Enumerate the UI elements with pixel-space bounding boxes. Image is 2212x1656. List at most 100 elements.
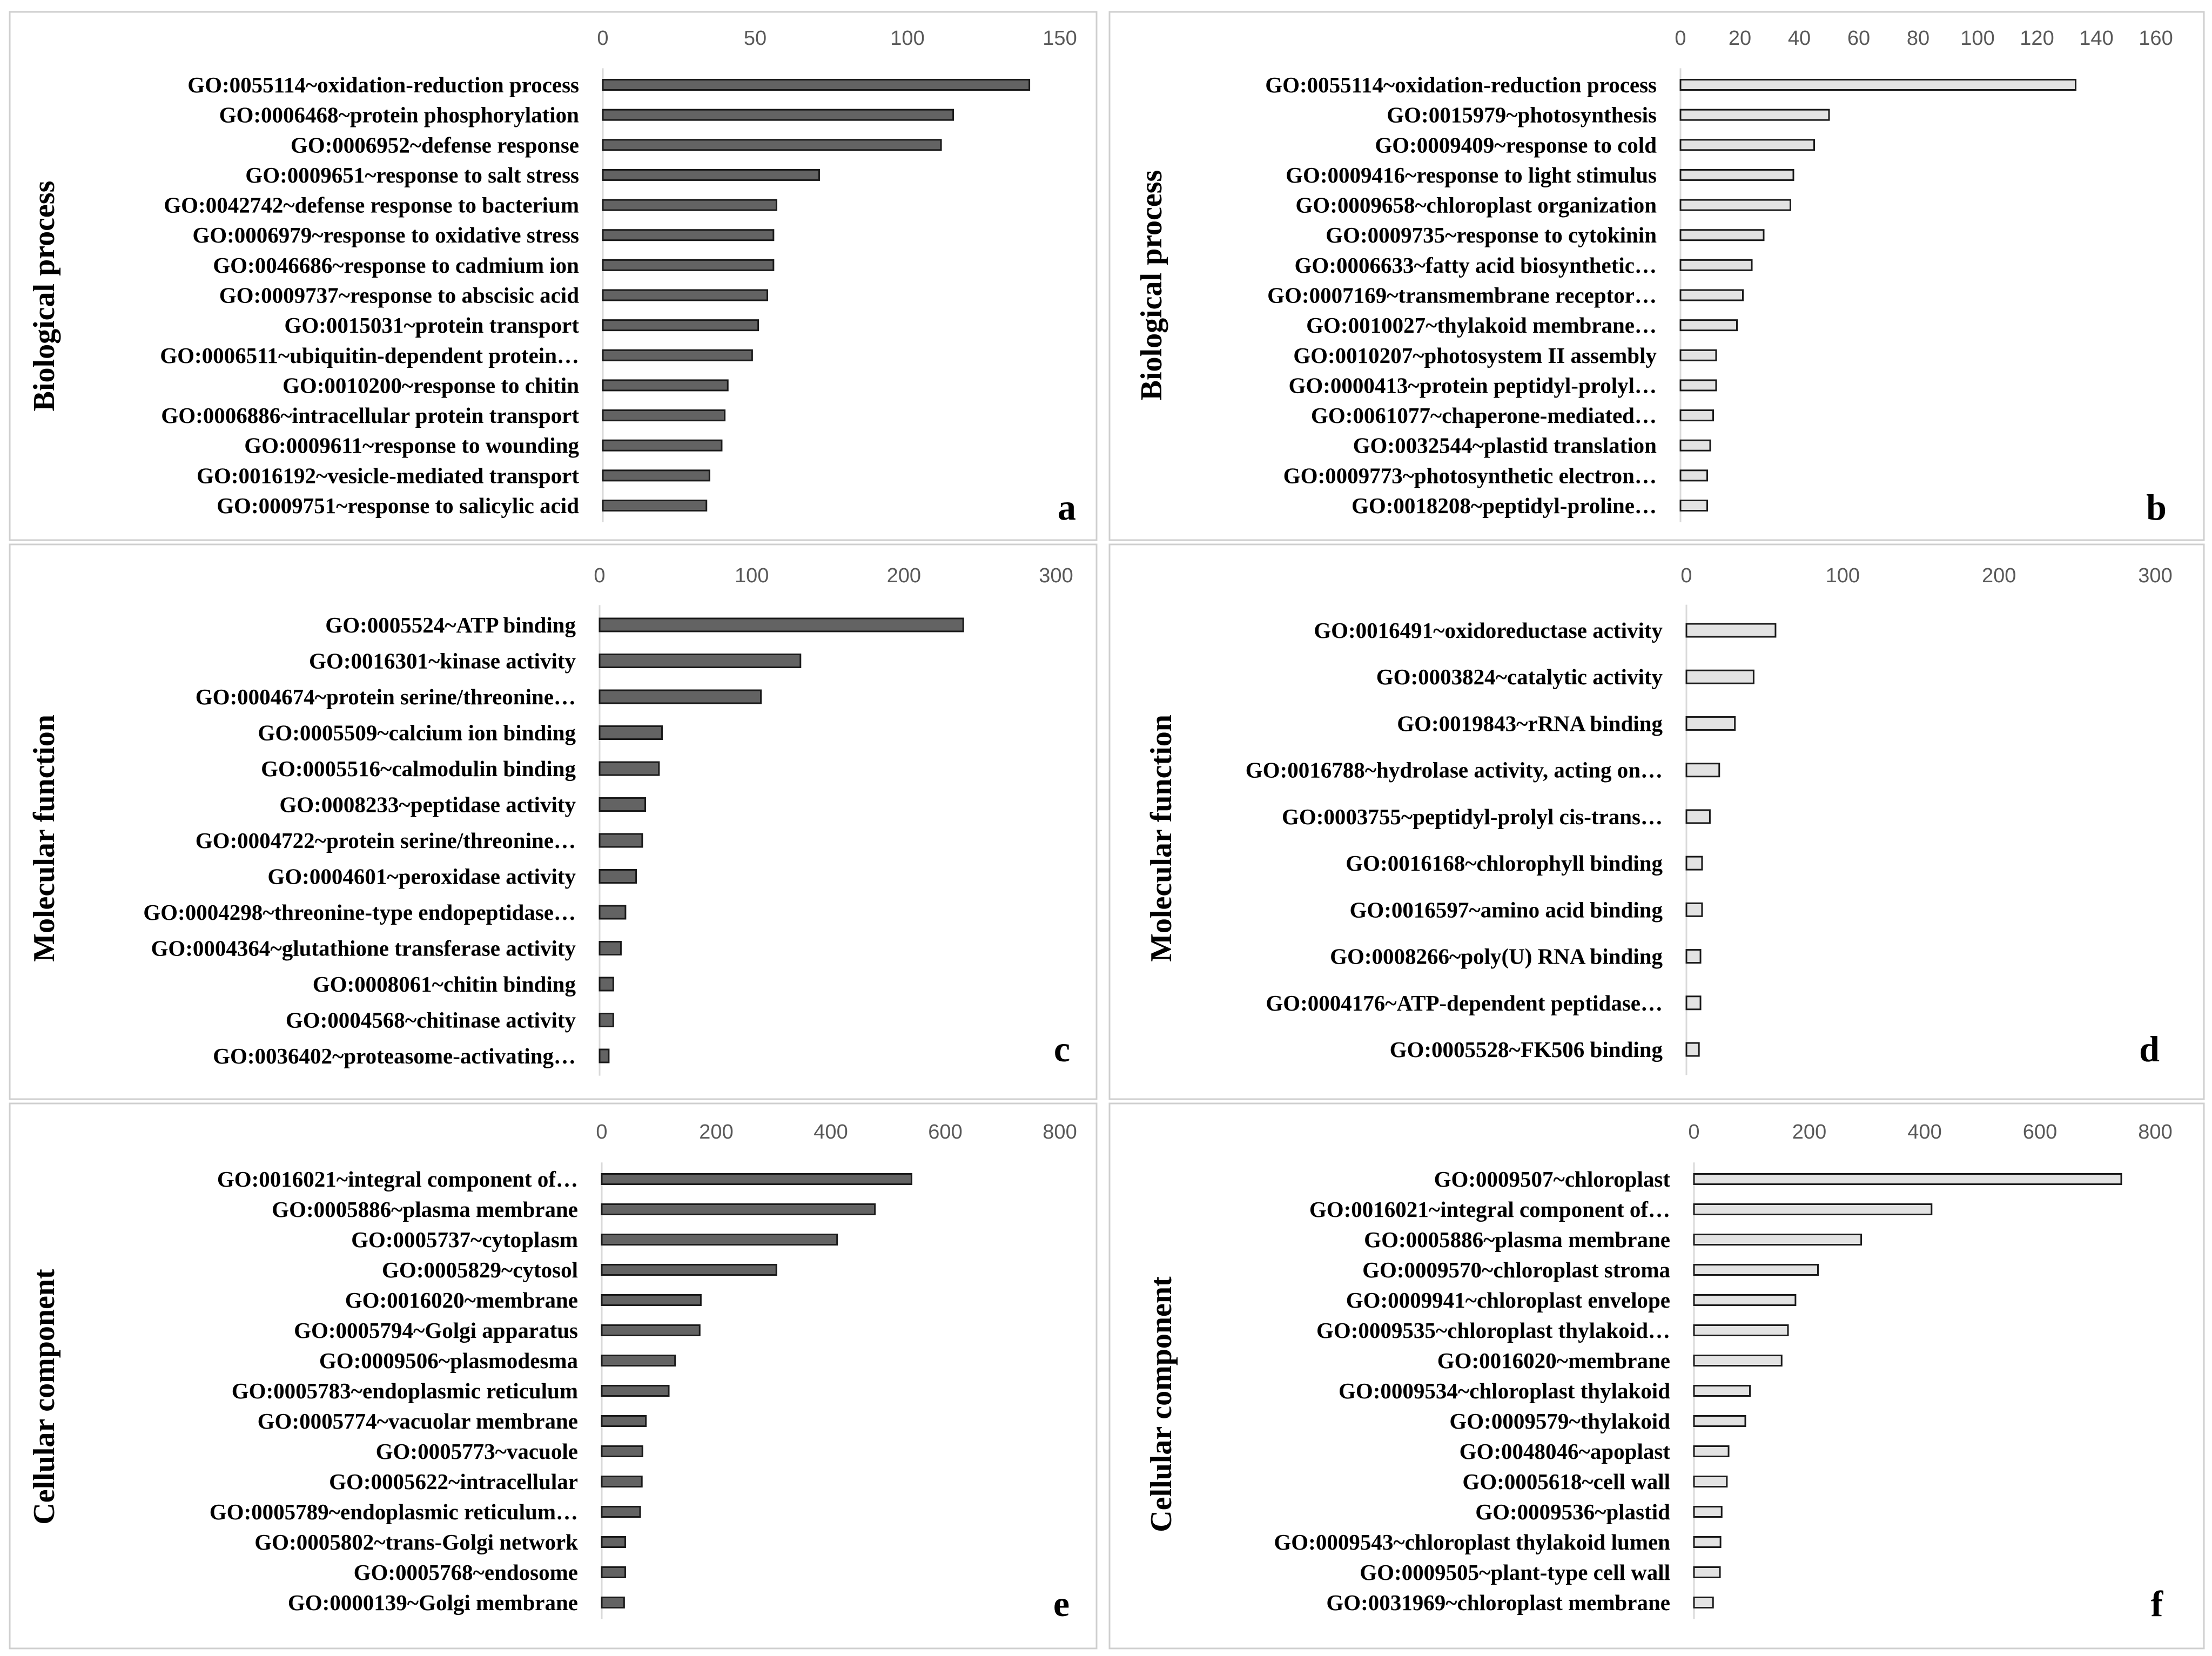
category-label: GO:0005886~plasma membrane xyxy=(272,1197,578,1222)
bar xyxy=(1693,1203,1933,1215)
category-label: GO:0016168~chlorophyll binding xyxy=(1346,851,1663,876)
bar xyxy=(1685,902,1703,917)
panel-letter: e xyxy=(1053,1583,1070,1624)
bar xyxy=(601,1385,670,1397)
bar xyxy=(1685,949,1702,964)
bar xyxy=(599,725,663,740)
bar xyxy=(1679,379,1717,392)
bar xyxy=(599,797,646,812)
panel-border xyxy=(9,1102,1098,1650)
category-label: GO:0016788~hydrolase activity, acting on… xyxy=(1246,758,1663,783)
bar xyxy=(1685,995,1702,1011)
bar xyxy=(601,1324,701,1336)
panel-letter: f xyxy=(2151,1583,2164,1624)
panel-letter: c xyxy=(1054,1028,1070,1069)
bar xyxy=(601,1203,876,1215)
x-tick-label: 100 xyxy=(1826,564,1860,587)
category-label: GO:0055114~oxidation-reduction process xyxy=(1265,72,1657,97)
category-label: GO:0004568~chitinase activity xyxy=(286,1008,576,1033)
category-label: GO:0009658~chloroplast organization xyxy=(1295,193,1657,218)
bar xyxy=(601,1506,641,1518)
category-label: GO:0015979~photosynthesis xyxy=(1387,103,1657,127)
category-label: GO:0009773~photosynthetic electron… xyxy=(1283,463,1657,488)
category-label: GO:0046686~response to cadmium ion xyxy=(213,253,579,278)
x-tick-label: 300 xyxy=(1039,564,1073,587)
category-label: GO:0009570~chloroplast stroma xyxy=(1362,1257,1670,1282)
bar xyxy=(602,469,710,482)
bar xyxy=(601,1445,643,1457)
bar xyxy=(599,941,622,955)
x-tick-label: 140 xyxy=(2079,27,2113,50)
bar xyxy=(1685,763,1720,778)
panel-border xyxy=(9,11,1098,541)
category-label: GO:0009506~plasmodesma xyxy=(319,1348,578,1373)
category-label: GO:0009751~response to salicylic acid xyxy=(217,493,579,518)
bar xyxy=(1679,349,1717,361)
bar xyxy=(1679,199,1791,211)
category-label: GO:0009536~plastid xyxy=(1475,1499,1670,1524)
x-tick-label: 100 xyxy=(890,27,924,50)
bar xyxy=(1679,319,1738,332)
x-tick-label: 200 xyxy=(1982,564,2016,587)
bar xyxy=(599,977,614,992)
bar xyxy=(602,379,729,392)
bar xyxy=(601,1415,647,1427)
category-label: GO:0055114~oxidation-reduction process xyxy=(187,72,579,97)
bar xyxy=(1685,1042,1700,1057)
bar xyxy=(601,1566,626,1578)
panel-letter: b xyxy=(2146,487,2167,528)
x-tick-label: 160 xyxy=(2139,27,2173,50)
bar xyxy=(1679,139,1815,151)
bar xyxy=(601,1476,643,1487)
category-label: GO:0016491~oxidoreductase activity xyxy=(1314,618,1663,643)
y-axis-title: Cellular component xyxy=(1145,1276,1178,1532)
bar xyxy=(599,905,627,920)
category-label: GO:0004176~ATP-dependent peptidase… xyxy=(1266,991,1663,1015)
bar xyxy=(599,761,660,776)
category-label: GO:0031969~chloroplast membrane xyxy=(1326,1590,1670,1615)
bar xyxy=(599,869,637,884)
category-label: GO:0004364~glutathione transferase activ… xyxy=(151,936,576,961)
category-label: GO:0016020~membrane xyxy=(345,1288,578,1312)
category-label: GO:0008266~poly(U) RNA binding xyxy=(1330,944,1663,969)
category-label: GO:0005789~endoplasmic reticulum… xyxy=(210,1499,578,1524)
bar xyxy=(599,654,802,668)
bar xyxy=(1693,1566,1721,1578)
x-tick-label: 0 xyxy=(1680,564,1692,587)
bar xyxy=(1693,1173,2122,1185)
bar xyxy=(1693,1445,1730,1457)
x-tick-label: 400 xyxy=(813,1121,848,1143)
x-tick-label: 120 xyxy=(2020,27,2054,50)
bar xyxy=(1679,259,1753,271)
bar xyxy=(602,500,708,511)
category-label: GO:0009543~chloroplast thylakoid lumen xyxy=(1274,1530,1670,1554)
category-label: GO:0019843~rRNA binding xyxy=(1397,711,1663,736)
category-label: GO:0008061~chitin binding xyxy=(313,972,576,997)
category-label: GO:0005509~calcium ion binding xyxy=(258,721,576,745)
bar xyxy=(599,1013,614,1027)
category-label: GO:0016301~kinase activity xyxy=(309,649,576,674)
bar xyxy=(1693,1536,1722,1548)
panel-border xyxy=(9,543,1098,1100)
bar xyxy=(602,199,777,211)
category-label: GO:0004601~peroxidase activity xyxy=(267,864,576,889)
category-label: GO:0016597~amino acid binding xyxy=(1350,897,1663,922)
bar xyxy=(601,1536,626,1548)
category-label: GO:0004298~threonine-type endopeptidase… xyxy=(143,900,576,925)
bar xyxy=(1685,856,1703,871)
x-tick-label: 150 xyxy=(1043,27,1077,50)
x-tick-label: 100 xyxy=(735,564,769,587)
bar xyxy=(1679,109,1830,121)
x-tick-label: 80 xyxy=(1907,27,1929,50)
panel-border xyxy=(1108,11,2205,541)
bar xyxy=(599,1048,610,1063)
category-label: GO:0048046~apoplast xyxy=(1460,1439,1671,1464)
category-label: GO:0009409~response to cold xyxy=(1375,132,1657,157)
category-label: GO:0005768~endosome xyxy=(354,1560,578,1585)
category-label: GO:0061077~chaperone-mediated… xyxy=(1311,403,1657,428)
bar xyxy=(1685,623,1777,638)
bar xyxy=(602,349,753,361)
bar xyxy=(1693,1415,1746,1427)
category-label: GO:0009579~thylakoid xyxy=(1449,1409,1670,1433)
bar xyxy=(602,139,942,151)
